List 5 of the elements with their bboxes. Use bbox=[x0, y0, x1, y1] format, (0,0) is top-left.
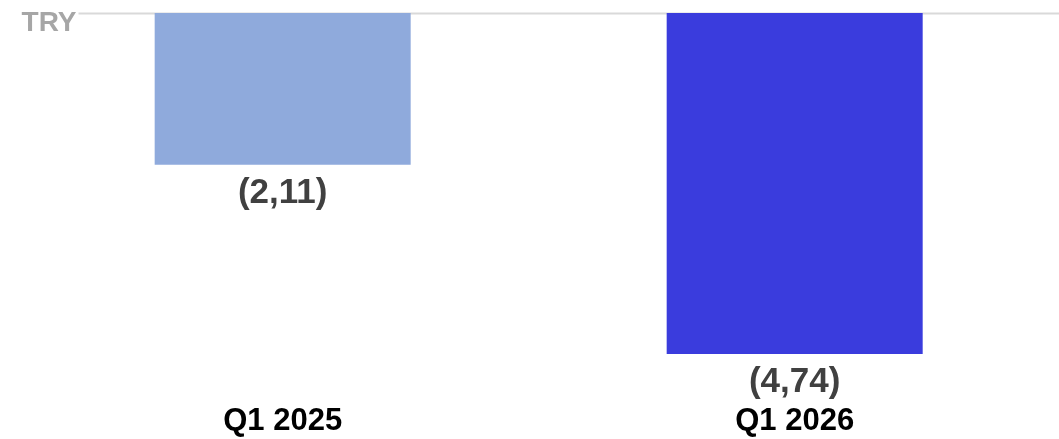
x-tick-label: Q1 2026 bbox=[735, 401, 855, 437]
data-label: (4,74) bbox=[748, 360, 841, 399]
y-axis-title: TRY bbox=[21, 5, 77, 37]
data-label: (2,11) bbox=[237, 170, 328, 210]
x-tick-label: Q1 2025 bbox=[223, 401, 343, 437]
